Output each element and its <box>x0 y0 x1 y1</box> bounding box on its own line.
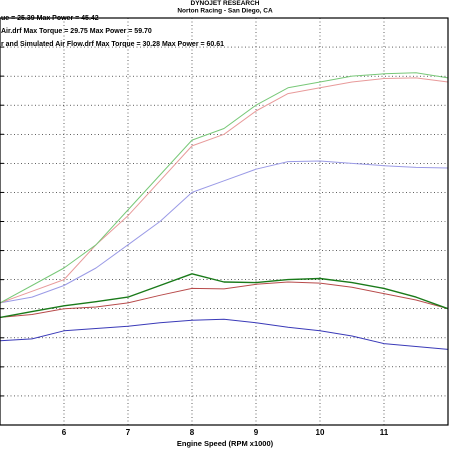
x-tick-label-9: 9 <box>254 428 259 437</box>
x-tick-label-6: 6 <box>62 428 67 437</box>
series-line-air-torque <box>0 281 449 318</box>
series-line-baseline-torque <box>0 318 449 350</box>
series-line-air-power <box>0 77 449 304</box>
x-tick-label-10: 10 <box>316 428 325 437</box>
x-tick-label-8: 8 <box>190 428 195 437</box>
x-axis-title: Engine Speed (RPM x1000) <box>177 439 274 448</box>
x-tick-labels: 6 7 8 9 10 11 <box>62 428 389 437</box>
x-tick-label-7: 7 <box>126 428 131 437</box>
chart-shop-subtitle: Norton Racing - San Diego, CA <box>177 8 273 15</box>
plot-frame <box>0 17 449 426</box>
series-line-sim-torque <box>0 273 449 319</box>
series-line-baseline-power <box>0 160 449 304</box>
legend-run-3: r and Simulated Air Flow.drf Max Torque … <box>1 41 224 48</box>
series-lines <box>0 72 449 350</box>
series-line-sim-power <box>0 72 449 304</box>
x-tick-label-11: 11 <box>380 428 389 437</box>
chart-company-title: DYNOJET RESEARCH <box>191 0 260 7</box>
legend-run-2: Air.drf Max Torque = 29.75 Max Power = 5… <box>1 28 152 35</box>
